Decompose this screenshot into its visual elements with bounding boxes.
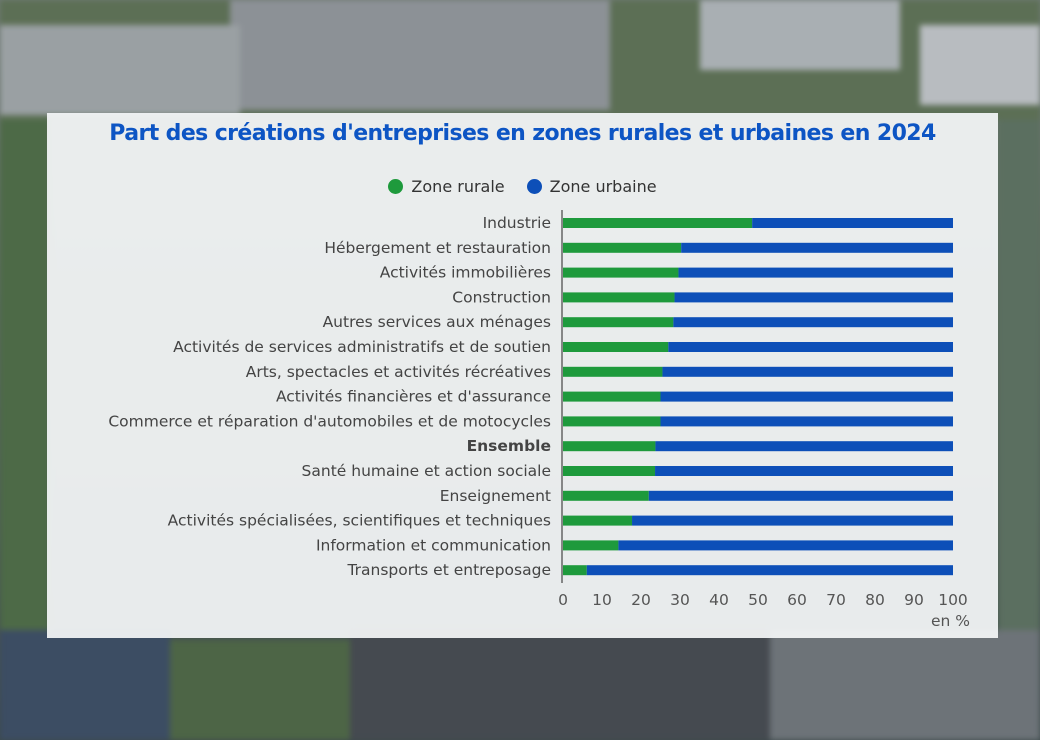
bar-urban: [618, 540, 953, 551]
category-label: Transports et entreposage: [346, 561, 551, 579]
legend-item-rural: Zone rurale: [388, 177, 505, 196]
x-tick-label: 30: [670, 591, 690, 609]
bar-urban: [632, 515, 953, 526]
bar-rural: [563, 466, 656, 476]
bar-rural: [563, 540, 619, 551]
x-tick-label: 20: [631, 591, 651, 609]
bar-rural: [563, 391, 661, 402]
category-label: Activités spécialisées, scientifiques et…: [168, 512, 551, 530]
chart-panel: Part des créations d'entreprises en zone…: [47, 113, 998, 638]
bar-urban: [673, 317, 953, 328]
bar-rural: [563, 441, 656, 452]
bar-rural: [563, 218, 753, 228]
bar-urban: [660, 391, 953, 402]
bar-urban: [586, 565, 953, 576]
category-label: Construction: [452, 288, 551, 306]
category-label: Activités immobilières: [380, 264, 551, 282]
bar-rural: [563, 292, 675, 303]
bar-urban: [674, 292, 953, 303]
x-tick-label: 40: [709, 591, 729, 609]
category-label: Industrie: [483, 214, 551, 232]
category-label: Commerce et réparation d'automobiles et …: [108, 412, 551, 430]
x-tick-label: 10: [592, 591, 612, 609]
chart-title: Part des créations d'entreprises en zone…: [109, 121, 936, 146]
bar-urban: [668, 342, 953, 352]
bar-rural: [563, 416, 661, 427]
bar-rural: [563, 366, 663, 377]
category-label: Enseignement: [440, 487, 551, 505]
bar-urban: [678, 267, 953, 278]
bar-urban: [662, 366, 953, 377]
x-tick-label: 80: [865, 591, 885, 609]
category-labels: Industrie Hébergement et restauration Acti…: [108, 214, 551, 579]
x-tick-label: 50: [748, 591, 768, 609]
legend-swatch-urban: [526, 179, 542, 194]
legend-label-urban: Zone urbaine: [549, 177, 657, 196]
bar-urban: [660, 416, 953, 427]
bar-urban: [681, 242, 953, 253]
legend-label-rural: Zone rurale: [411, 177, 505, 196]
chart-plot: Industrie Hébergement et restauration Acti…: [108, 210, 970, 630]
bar-rural: [563, 267, 679, 278]
bar-rural: [563, 515, 633, 526]
category-label: Santé humaine et action sociale: [302, 462, 551, 480]
category-label: Information et communication: [316, 536, 551, 554]
bar-rural: [563, 565, 587, 576]
x-tick-label: 70: [826, 591, 846, 609]
x-tick-label: 100: [938, 591, 968, 609]
bar-rural: [563, 242, 682, 253]
x-tick-label: 60: [787, 591, 807, 609]
bar-urban: [655, 466, 953, 476]
legend-item-urban: Zone urbaine: [526, 177, 657, 196]
category-label: Autres services aux ménages: [323, 313, 551, 331]
category-label: Activités financières et d'assurance: [276, 388, 551, 406]
x-axis-label: en %: [931, 612, 970, 630]
bar-rural: [563, 490, 649, 501]
category-label: Activités de services administratifs et …: [173, 338, 551, 356]
bar-rural: [563, 342, 669, 352]
x-tick-label: 90: [904, 591, 924, 609]
bar-urban: [648, 490, 953, 501]
chart-legend: Zone rurale Zone urbaine: [47, 177, 998, 196]
category-label: Ensemble: [467, 437, 551, 455]
x-axis-ticks: 0 10 20 30 40 50 60 70 80 90 100: [558, 591, 968, 609]
bar-urban: [655, 441, 953, 452]
category-label: Hébergement et restauration: [324, 239, 551, 257]
bars: [563, 218, 953, 576]
bar-urban: [752, 218, 953, 228]
bar-rural: [563, 317, 674, 328]
x-tick-label: 0: [558, 591, 568, 609]
category-label: Arts, spectacles et activités récréative…: [246, 363, 551, 381]
legend-swatch-rural: [388, 179, 404, 194]
